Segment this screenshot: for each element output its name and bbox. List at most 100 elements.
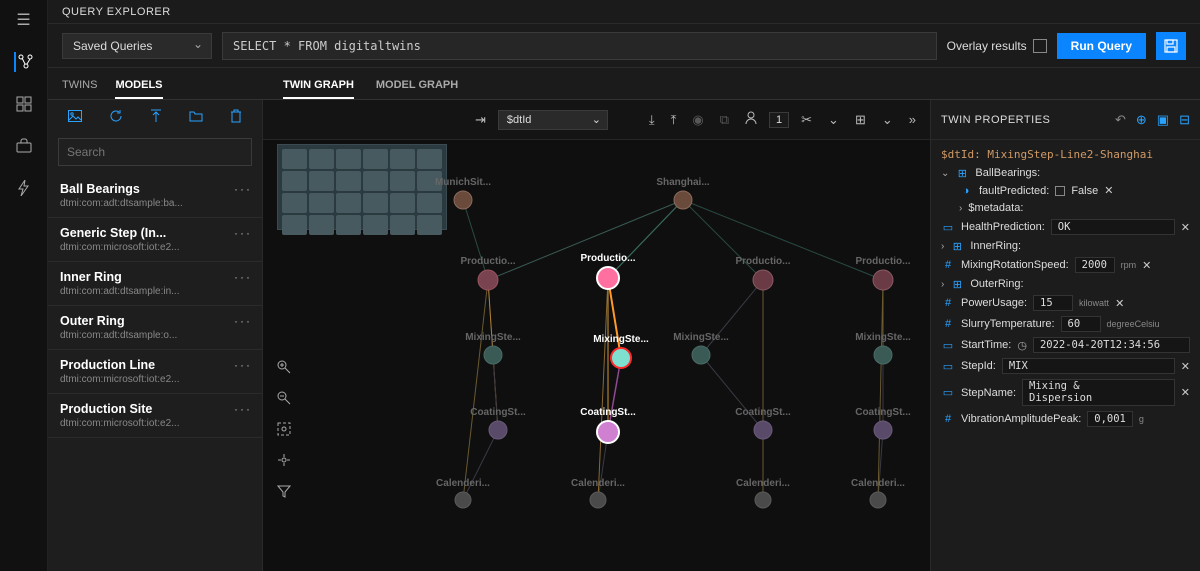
graph-node[interactable] [597,267,619,289]
save-icon[interactable]: ▣ [1157,112,1169,128]
graph-edge[interactable] [683,200,763,280]
starttime-field[interactable]: 2022-04-20T12:34:56 [1033,337,1190,353]
clear-icon[interactable]: ✕ [1181,386,1190,399]
stepid-field[interactable]: MIX [1002,358,1175,374]
graph-node[interactable] [455,492,471,508]
link-icon[interactable]: ⇥ [471,112,490,128]
scissors-icon[interactable]: ✂ [797,112,816,128]
clear-icon[interactable]: ✕ [1142,259,1151,272]
graph-node[interactable] [873,270,893,290]
graph-node[interactable] [692,346,710,364]
eye-icon[interactable]: ◉ [688,112,707,128]
models-search-input[interactable] [58,138,252,166]
graph-edge[interactable] [463,200,488,280]
cloud-up-icon[interactable]: ⤒ [667,112,681,128]
filter-icon[interactable] [277,484,291,501]
graph-node[interactable] [611,348,631,368]
chevron-right-icon[interactable]: › [941,279,944,290]
undo-icon[interactable]: ↶ [1115,112,1126,128]
graph-node[interactable] [753,270,773,290]
chevron-down-icon-2[interactable]: ⌄ [878,112,897,128]
link2-icon[interactable]: ⧉ [716,112,733,128]
graph-canvas[interactable]: MunichSit...Shanghai...Productio...Produ… [263,140,930,571]
clear-icon[interactable]: ✕ [1181,360,1190,373]
graph-node[interactable] [755,492,771,508]
graph-edge[interactable] [463,430,498,500]
graph-edge[interactable] [463,280,488,500]
dashboard-icon[interactable] [14,94,34,114]
graph-edge[interactable] [608,200,683,278]
model-item[interactable]: Ball Bearings dtmi:com:adt:dtsample:ba..… [48,174,262,218]
model-item[interactable]: Outer Ring dtmi:com:adt:dtsample:o... ··… [48,306,262,350]
chevron-right-icon[interactable]: › [941,241,944,252]
overlay-results-toggle[interactable]: Overlay results [947,39,1047,53]
clear-icon[interactable]: ✕ [1181,221,1190,234]
model-more-icon[interactable]: ··· [234,314,252,328]
graph-node[interactable] [754,421,772,439]
rotation-field[interactable]: 2000 [1075,257,1115,273]
chevron-right-icon[interactable]: › [959,203,962,214]
graph-edge[interactable] [493,355,498,430]
graph-node[interactable] [478,270,498,290]
clear-icon[interactable]: ✕ [1104,184,1113,197]
model-item[interactable]: Generic Step (In... dtmi:com:microsoft:i… [48,218,262,262]
more-icon[interactable]: » [905,112,920,127]
save-query-button[interactable] [1156,32,1186,60]
overlay-checkbox[interactable] [1033,39,1047,53]
layout-icon[interactable]: ⊞ [851,112,870,128]
hamburger-icon[interactable]: ☰ [14,10,34,30]
chevron-down-icon[interactable]: ⌄ [941,168,949,179]
graph-node[interactable] [489,421,507,439]
graph-node[interactable] [870,492,886,508]
tab-model-graph[interactable]: MODEL GRAPH [376,79,458,99]
folder-icon[interactable] [189,109,203,125]
person-icon[interactable] [741,111,761,128]
add-icon[interactable]: ⊕ [1136,112,1147,128]
toolbox-icon[interactable] [14,136,34,156]
health-field[interactable]: OK [1051,219,1175,235]
model-more-icon[interactable]: ··· [234,226,252,240]
graph-edge[interactable] [701,280,763,355]
vibration-field[interactable]: 0,001 [1087,411,1133,427]
graph-edge[interactable] [701,355,763,430]
lightning-icon[interactable] [14,178,34,198]
center-icon[interactable] [277,453,291,470]
refresh-icon[interactable] [109,109,123,126]
model-item[interactable]: Production Site dtmi:com:microsoft:iot:e… [48,394,262,438]
slurry-field[interactable]: 60 [1061,316,1101,332]
model-item[interactable]: Inner Ring dtmi:com:adt:dtsample:in... ·… [48,262,262,306]
model-more-icon[interactable]: ··· [234,358,252,372]
stepname-field[interactable]: Mixing & Dispersion [1022,379,1175,406]
zoom-in-icon[interactable] [277,360,291,377]
delete-icon[interactable] [230,109,242,126]
graph-node[interactable] [454,191,472,209]
zoom-out-icon[interactable] [277,391,291,408]
graph-node[interactable] [674,191,692,209]
tab-twin-graph[interactable]: TWIN GRAPH [283,79,354,99]
run-query-button[interactable]: Run Query [1057,33,1146,59]
graph-node[interactable] [484,346,502,364]
graph-node[interactable] [590,492,606,508]
graph-icon[interactable] [14,52,34,72]
upload-icon[interactable] [150,109,162,126]
chevron-down-icon[interactable]: ⌄ [824,112,843,128]
fit-icon[interactable] [277,422,291,439]
model-item[interactable]: Production Line dtmi:com:microsoft:iot:e… [48,350,262,394]
model-more-icon[interactable]: ··· [234,270,252,284]
graph-node[interactable] [874,346,892,364]
power-field[interactable]: 15 [1033,295,1073,311]
display-field-select[interactable]: $dtId [498,110,608,130]
clear-icon[interactable]: ✕ [1115,297,1124,310]
image-icon[interactable] [68,109,82,125]
graph-edge[interactable] [608,278,621,358]
cloud-down-icon[interactable]: ⤓ [645,112,659,128]
graph-edge[interactable] [488,200,683,280]
graph-node[interactable] [874,421,892,439]
saved-queries-dropdown[interactable]: Saved Queries [62,33,212,59]
expand-icon[interactable]: ⊟ [1179,112,1190,128]
tab-twins[interactable]: TWINS [62,79,97,99]
hop-count[interactable]: 1 [769,112,789,128]
graph-node[interactable] [597,421,619,443]
tab-models[interactable]: MODELS [115,79,162,99]
query-input[interactable] [222,32,937,60]
